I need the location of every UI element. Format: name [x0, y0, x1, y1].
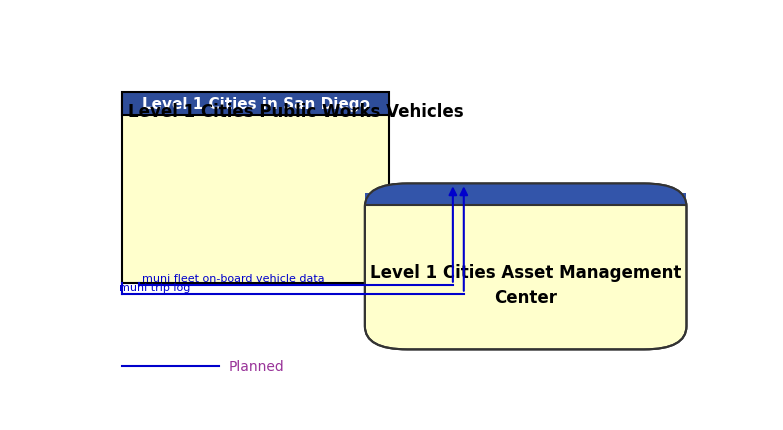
Text: muni trip log: muni trip log	[119, 283, 190, 292]
FancyBboxPatch shape	[365, 184, 687, 350]
Text: Level 1 Cities Public Works Vehicles: Level 1 Cities Public Works Vehicles	[128, 103, 464, 121]
Text: Planned: Planned	[229, 359, 284, 373]
FancyBboxPatch shape	[122, 101, 389, 283]
FancyBboxPatch shape	[365, 194, 687, 206]
Text: Level 1 Cities Asset Management
Center: Level 1 Cities Asset Management Center	[370, 264, 681, 307]
Text: Level 1 Cities in San Diego: Level 1 Cities in San Diego	[142, 97, 370, 112]
FancyBboxPatch shape	[365, 184, 687, 350]
Text: muni fleet on-board vehicle data: muni fleet on-board vehicle data	[143, 273, 325, 283]
FancyBboxPatch shape	[122, 92, 389, 116]
